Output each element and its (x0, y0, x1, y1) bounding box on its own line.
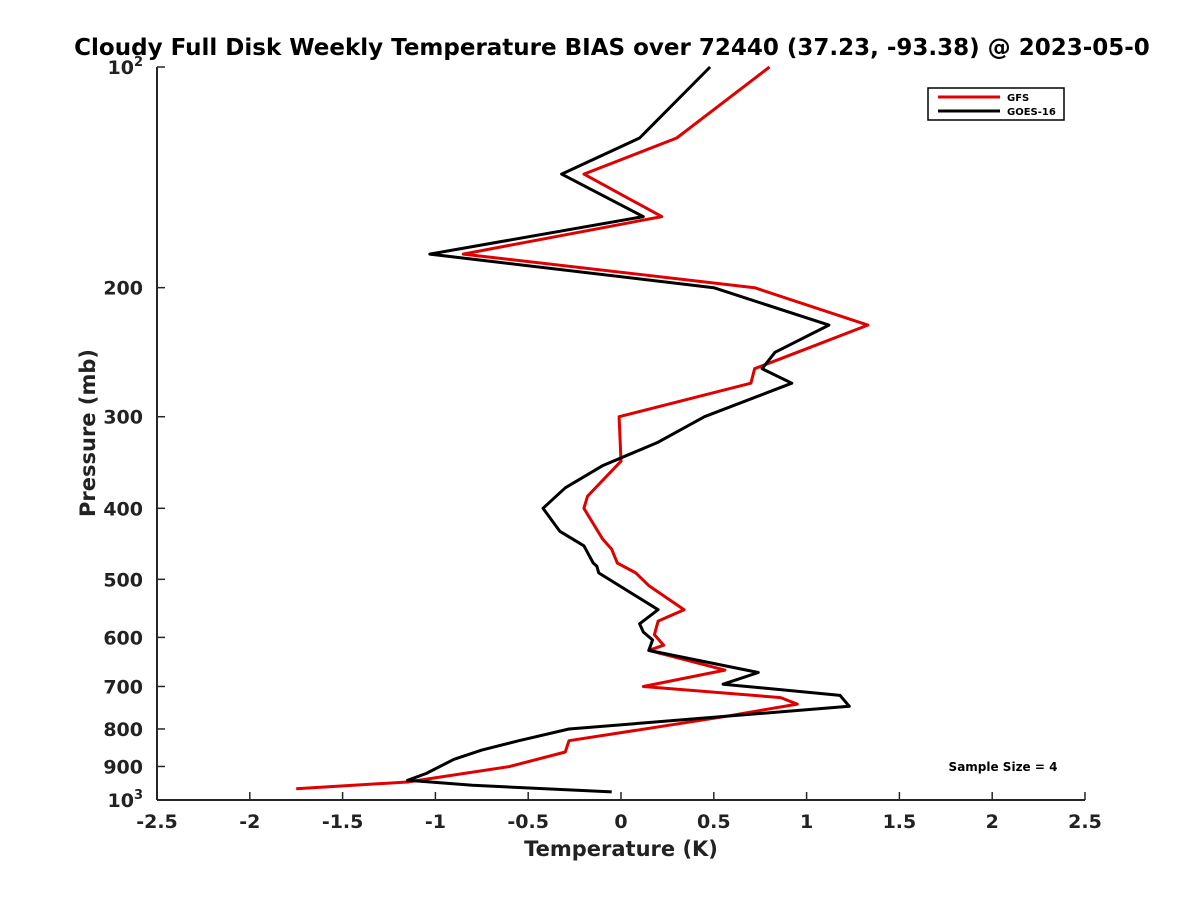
series-line-goes-16 (406, 65, 851, 794)
chart-title: Cloudy Full Disk Weekly Temperature BIAS… (74, 35, 1150, 61)
y-tick-label-base: 300 (103, 407, 143, 429)
x-tick-label: -0.5 (507, 811, 549, 833)
x-tick-label: 0.5 (697, 811, 731, 833)
x-tick-label: -2 (239, 811, 260, 833)
x-tick-label: 1.5 (883, 811, 917, 833)
legend-entry-label: GOES-16 (1007, 107, 1056, 118)
series-group (296, 65, 870, 794)
y-tick-label-base: 800 (103, 719, 143, 741)
legend-box (927, 87, 1065, 121)
y-tick-label-base: 600 (103, 627, 143, 649)
x-tick-label: 2 (986, 811, 999, 833)
x-tick-label: -1.5 (322, 811, 364, 833)
y-tick-label: 600 (103, 627, 143, 649)
y-tick-label-base: 400 (103, 498, 143, 520)
x-tick-label: 0 (614, 811, 627, 833)
y-tick-label: 500 (103, 569, 143, 591)
y-tick-label-base: 500 (103, 569, 143, 591)
legend-entry-label: GFS (1007, 93, 1029, 104)
y-tick-label: 900 (103, 756, 143, 778)
y-tick-label-base: 10 (108, 790, 134, 812)
y-tick-label: 300 (103, 407, 143, 429)
legend: GFS GOES-16 (927, 87, 1065, 121)
y-tick-label-base: 700 (103, 676, 143, 698)
y-tick-label: 400 (103, 498, 143, 520)
x-ticks: -2.5 -2 -1.5 -1 -0.5 0 0.5 1 1.5 2 2.5 (136, 792, 1102, 833)
x-axis-label: Temperature (K) (524, 837, 718, 861)
y-tick-label: 800 (103, 719, 143, 741)
y-tick-label: 103 (108, 788, 144, 812)
y-axis-label: Pressure (mb) (76, 349, 100, 517)
y-tick-label-base: 900 (103, 756, 143, 778)
x-tick-label: 1 (800, 811, 813, 833)
y-tick-label-base: 200 (103, 278, 143, 300)
y-tick-label: 200 (103, 278, 143, 300)
y-tick-label: 700 (103, 676, 143, 698)
sample-size-annotation: Sample Size = 4 (949, 760, 1058, 774)
x-tick-label: -1 (425, 811, 446, 833)
x-tick-label: -2.5 (136, 811, 178, 833)
series-line-gfs (296, 65, 870, 791)
x-tick-label: 2.5 (1068, 811, 1102, 833)
y-tick-label: 102 (108, 55, 144, 79)
y-tick-label-exponent: 2 (134, 55, 143, 70)
y-tick-label-exponent: 3 (134, 788, 143, 803)
y-tick-label-base: 10 (108, 57, 134, 79)
